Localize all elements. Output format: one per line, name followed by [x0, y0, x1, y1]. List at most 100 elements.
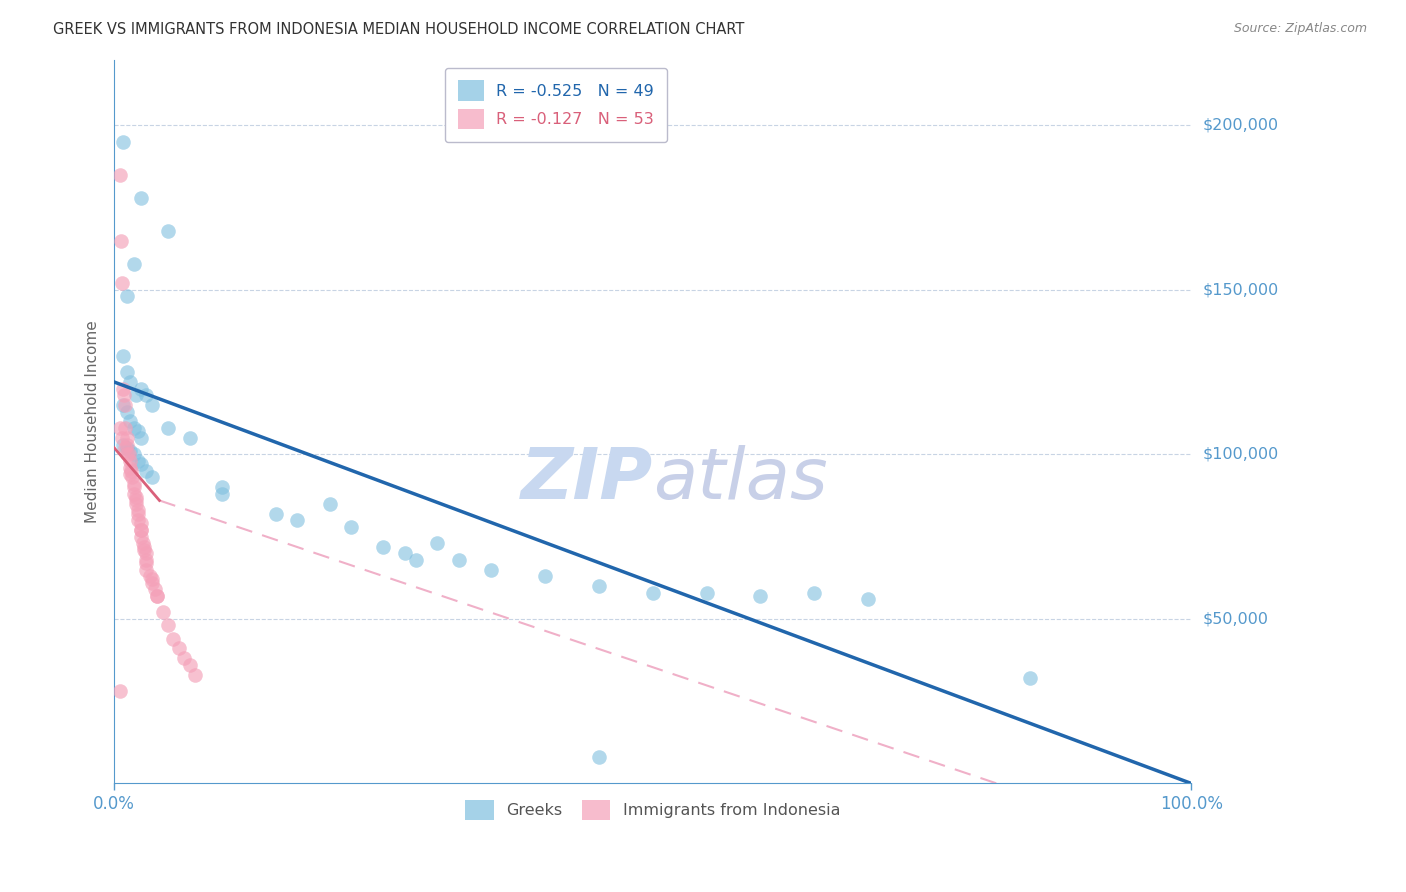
- Point: [129, 431, 152, 445]
- Text: $50,000: $50,000: [1202, 611, 1268, 626]
- Point: [121, 470, 143, 484]
- Text: $100,000: $100,000: [1202, 447, 1278, 462]
- Point: [129, 530, 152, 544]
- Point: [264, 507, 287, 521]
- Point: [129, 457, 152, 471]
- Y-axis label: Median Household Income: Median Household Income: [86, 320, 100, 523]
- Point: [803, 585, 825, 599]
- Point: [479, 562, 502, 576]
- Point: [588, 579, 610, 593]
- Point: [111, 135, 134, 149]
- Point: [114, 441, 136, 455]
- Text: atlas: atlas: [652, 445, 827, 514]
- Point: [426, 536, 449, 550]
- Point: [125, 497, 148, 511]
- Point: [112, 388, 135, 402]
- Point: [127, 425, 149, 439]
- Point: [157, 618, 180, 632]
- Point: [143, 582, 166, 597]
- Legend: Greeks, Immigrants from Indonesia: Greeks, Immigrants from Indonesia: [458, 794, 846, 826]
- Point: [120, 464, 142, 478]
- Point: [132, 536, 155, 550]
- Point: [127, 507, 149, 521]
- Point: [184, 668, 207, 682]
- Point: [394, 546, 416, 560]
- Point: [373, 540, 395, 554]
- Point: [146, 589, 169, 603]
- Point: [108, 421, 131, 435]
- Point: [134, 540, 156, 554]
- Point: [127, 513, 149, 527]
- Point: [108, 684, 131, 698]
- Point: [749, 589, 772, 603]
- Point: [120, 454, 142, 468]
- Point: [122, 421, 145, 435]
- Point: [141, 573, 163, 587]
- Point: [120, 467, 142, 482]
- Point: [340, 520, 363, 534]
- Point: [641, 585, 664, 599]
- Point: [111, 382, 134, 396]
- Point: [141, 398, 163, 412]
- Text: GREEK VS IMMIGRANTS FROM INDONESIA MEDIAN HOUSEHOLD INCOME CORRELATION CHART: GREEK VS IMMIGRANTS FROM INDONESIA MEDIA…: [53, 22, 745, 37]
- Point: [108, 168, 131, 182]
- Point: [1018, 671, 1040, 685]
- Point: [120, 444, 142, 458]
- Point: [141, 470, 163, 484]
- Point: [146, 589, 169, 603]
- Point: [588, 750, 610, 764]
- Point: [856, 592, 879, 607]
- Point: [111, 277, 134, 291]
- Point: [111, 431, 134, 445]
- Point: [122, 477, 145, 491]
- Point: [179, 657, 201, 672]
- Point: [122, 447, 145, 461]
- Point: [129, 523, 152, 537]
- Point: [115, 404, 138, 418]
- Point: [122, 256, 145, 270]
- Point: [152, 605, 174, 619]
- Point: [115, 431, 138, 445]
- Point: [211, 480, 233, 494]
- Point: [129, 516, 152, 531]
- Point: [135, 562, 157, 576]
- Point: [157, 421, 180, 435]
- Point: [135, 556, 157, 570]
- Point: [115, 289, 138, 303]
- Point: [125, 493, 148, 508]
- Point: [135, 546, 157, 560]
- Point: [285, 513, 308, 527]
- Point: [141, 575, 163, 590]
- Point: [167, 641, 190, 656]
- Point: [179, 431, 201, 445]
- Point: [696, 585, 718, 599]
- Point: [447, 552, 470, 566]
- Point: [127, 503, 149, 517]
- Point: [129, 523, 152, 537]
- Point: [534, 569, 557, 583]
- Point: [122, 487, 145, 501]
- Point: [129, 191, 152, 205]
- Point: [110, 234, 132, 248]
- Point: [115, 447, 138, 461]
- Point: [111, 398, 134, 412]
- Point: [129, 382, 152, 396]
- Point: [115, 441, 138, 455]
- Point: [138, 569, 160, 583]
- Point: [135, 552, 157, 566]
- Point: [162, 632, 184, 646]
- Point: [118, 447, 141, 461]
- Point: [120, 375, 142, 389]
- Point: [211, 487, 233, 501]
- Point: [125, 490, 148, 504]
- Point: [135, 464, 157, 478]
- Point: [127, 454, 149, 468]
- Point: [135, 388, 157, 402]
- Text: $150,000: $150,000: [1202, 283, 1278, 297]
- Point: [125, 388, 148, 402]
- Text: $200,000: $200,000: [1202, 118, 1278, 133]
- Text: Source: ZipAtlas.com: Source: ZipAtlas.com: [1233, 22, 1367, 36]
- Point: [114, 421, 136, 435]
- Point: [134, 542, 156, 557]
- Point: [114, 398, 136, 412]
